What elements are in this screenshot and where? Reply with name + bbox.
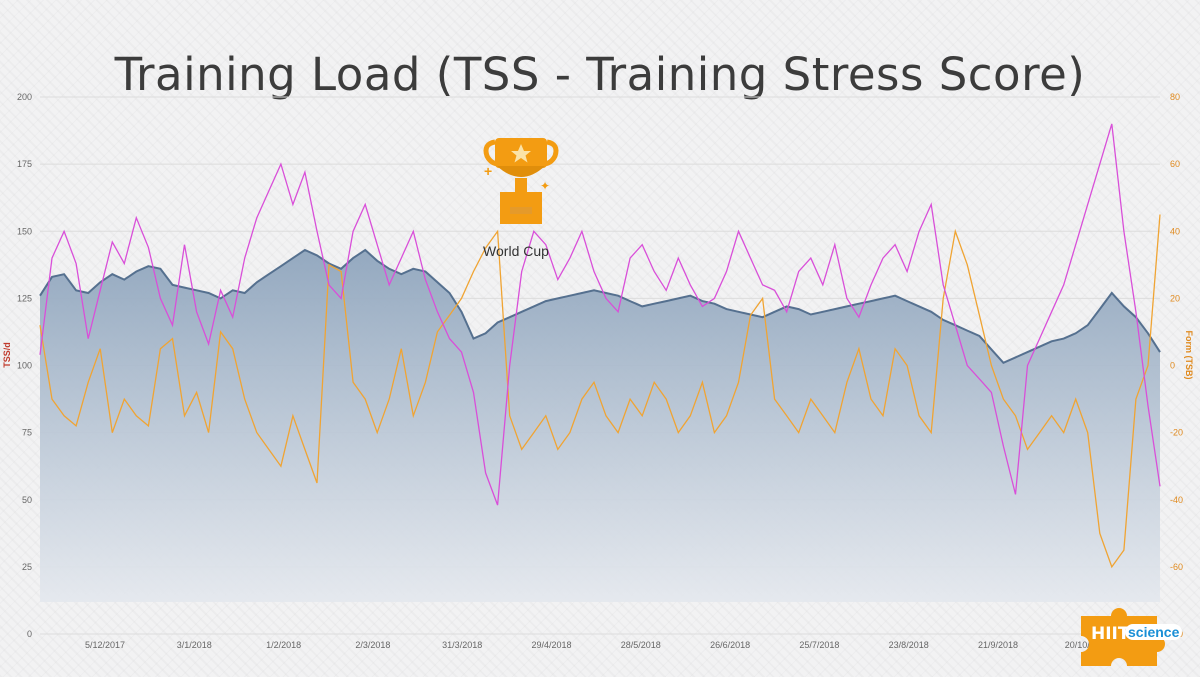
x-tick-label: 2/3/2018 bbox=[355, 640, 390, 650]
left-tick-label: 125 bbox=[17, 293, 32, 303]
x-tick-label: 26/6/2018 bbox=[710, 640, 750, 650]
left-tick-label: 200 bbox=[17, 92, 32, 102]
left-axis-ticks: 0 25 50 75 100 125 150 175 200 bbox=[17, 92, 32, 639]
left-tick-label: 0 bbox=[27, 629, 32, 639]
right-tick-label: 60 bbox=[1170, 159, 1180, 169]
x-tick-label: 28/5/2018 bbox=[621, 640, 661, 650]
x-tick-label: 1/2/2018 bbox=[266, 640, 301, 650]
left-tick-label: 25 bbox=[22, 562, 32, 572]
right-axis-title: Form (TSB) bbox=[1184, 331, 1194, 380]
slide-title: Training Load (TSS - Training Stress Sco… bbox=[114, 48, 1086, 101]
fatigue-line bbox=[39, 123, 1161, 506]
form-line bbox=[39, 214, 1161, 569]
left-tick-label: 150 bbox=[17, 226, 32, 236]
x-tick-label: 31/3/2018 bbox=[442, 640, 482, 650]
x-tick-label: 23/8/2018 bbox=[889, 640, 929, 650]
left-axis-title: TSS/d bbox=[2, 342, 12, 368]
hiit-science-logo: HIIT science bbox=[1073, 602, 1191, 670]
right-tick-label: -60 bbox=[1170, 562, 1183, 572]
fitness-area bbox=[40, 250, 1160, 602]
series-layer bbox=[39, 123, 1161, 602]
x-tick-label: 5/12/2017 bbox=[85, 640, 125, 650]
right-tick-label: 80 bbox=[1170, 92, 1180, 102]
right-tick-label: 0 bbox=[1170, 361, 1175, 371]
world-cup-annotation: + ✦ World Cup bbox=[483, 138, 559, 259]
svg-text:+: + bbox=[484, 163, 492, 179]
svg-text:✦: ✦ bbox=[540, 179, 550, 193]
left-tick-label: 75 bbox=[22, 428, 32, 438]
x-axis-ticks: 5/12/2017 3/1/2018 1/2/2018 2/3/2018 31/3/20… bbox=[85, 640, 1110, 650]
x-tick-label: 20/10/2018 bbox=[1065, 640, 1110, 650]
x-tick-label: 25/7/2018 bbox=[799, 640, 839, 650]
logo-main-text: HIIT bbox=[1091, 624, 1130, 644]
right-tick-label: 40 bbox=[1170, 226, 1180, 236]
left-tick-label: 175 bbox=[17, 159, 32, 169]
left-tick-label: 50 bbox=[22, 495, 32, 505]
left-tick-label: 100 bbox=[17, 361, 32, 371]
trophy-icon: + ✦ bbox=[483, 138, 559, 224]
x-tick-label: 29/4/2018 bbox=[531, 640, 571, 650]
logo-sub-text: science bbox=[1125, 624, 1183, 640]
right-tick-label: -40 bbox=[1170, 495, 1183, 505]
right-tick-label: 20 bbox=[1170, 293, 1180, 303]
annotation-label: World Cup bbox=[483, 243, 549, 259]
fitness-line bbox=[39, 248, 1161, 365]
right-tick-label: -20 bbox=[1170, 428, 1183, 438]
puzzle-logo-shape bbox=[1081, 608, 1165, 666]
x-tick-label: 3/1/2018 bbox=[177, 640, 212, 650]
x-tick-label: 21/9/2018 bbox=[978, 640, 1018, 650]
